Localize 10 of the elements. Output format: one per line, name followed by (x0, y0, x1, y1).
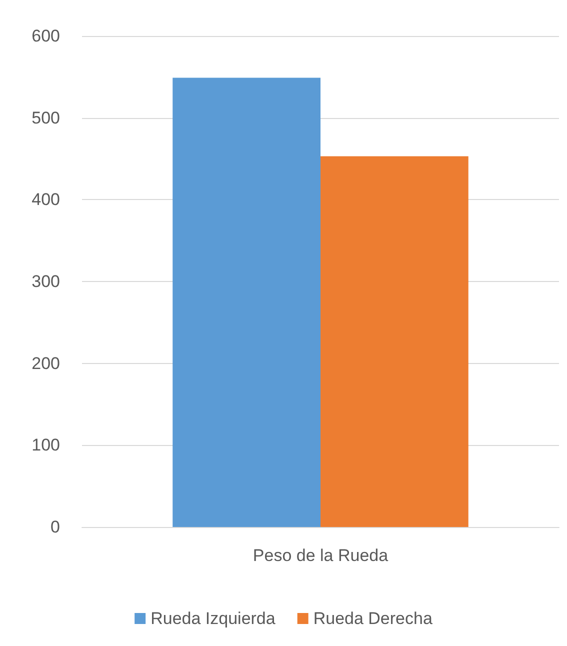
y-tick-label: 100 (32, 436, 60, 455)
legend-label: Rueda Derecha (313, 609, 433, 628)
y-tick-label: 0 (50, 518, 60, 536)
y-tick-label: 600 (32, 26, 60, 46)
y-tick-label: 200 (32, 354, 60, 373)
x-tick-label: Peso de la Rueda (252, 546, 389, 565)
y-tick-label: 300 (32, 272, 60, 291)
y-tick-label: 500 (32, 108, 60, 128)
y-tick-label: 400 (32, 190, 60, 210)
legend-label: Rueda Izquierda (150, 609, 276, 628)
